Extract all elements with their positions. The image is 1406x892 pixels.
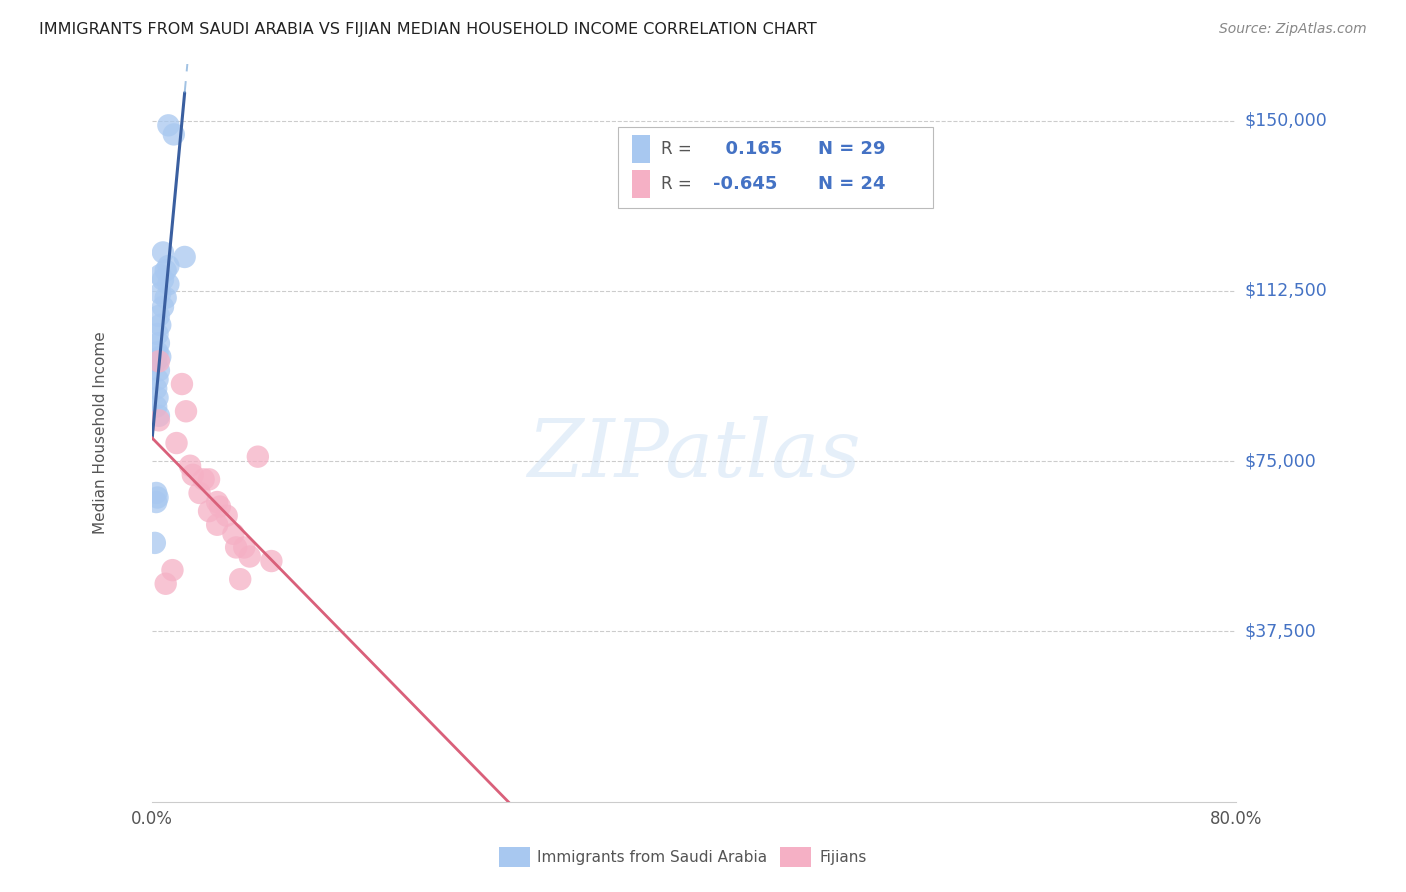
Point xyxy=(205,495,228,509)
Point xyxy=(155,291,177,305)
Text: ZIPatlas: ZIPatlas xyxy=(527,417,860,493)
Point xyxy=(145,486,167,500)
Text: Source: ZipAtlas.com: Source: ZipAtlas.com xyxy=(1219,22,1367,37)
Point xyxy=(152,273,174,287)
Point xyxy=(148,309,170,323)
FancyBboxPatch shape xyxy=(633,169,650,197)
Point xyxy=(208,500,231,514)
Point xyxy=(157,119,180,133)
Point xyxy=(148,354,170,368)
Point xyxy=(152,300,174,314)
Point xyxy=(188,486,211,500)
Text: R =: R = xyxy=(661,140,692,158)
Text: IMMIGRANTS FROM SAUDI ARABIA VS FIJIAN MEDIAN HOUSEHOLD INCOME CORRELATION CHART: IMMIGRANTS FROM SAUDI ARABIA VS FIJIAN M… xyxy=(39,22,817,37)
Point xyxy=(166,436,188,450)
Point xyxy=(148,413,170,427)
Point xyxy=(148,409,170,423)
Point xyxy=(149,318,172,332)
Point xyxy=(143,536,166,550)
Point xyxy=(222,526,245,541)
Point xyxy=(157,259,180,273)
Point xyxy=(146,345,169,359)
Point xyxy=(198,504,221,518)
Point xyxy=(155,576,177,591)
Point xyxy=(145,495,167,509)
Text: R =: R = xyxy=(661,175,692,193)
Point xyxy=(146,391,169,405)
Point xyxy=(146,327,169,342)
Point xyxy=(233,541,256,555)
Text: $75,000: $75,000 xyxy=(1244,452,1316,470)
Point xyxy=(181,467,204,482)
Point xyxy=(145,354,167,368)
Point xyxy=(198,472,221,486)
Point xyxy=(149,350,172,364)
Point xyxy=(173,250,195,264)
FancyBboxPatch shape xyxy=(633,135,650,163)
Point xyxy=(179,458,201,473)
Point xyxy=(146,372,169,386)
Point xyxy=(155,263,177,277)
Point xyxy=(145,400,167,414)
Point xyxy=(205,517,228,532)
Point xyxy=(148,336,170,351)
Point xyxy=(193,472,215,486)
Point xyxy=(162,563,184,577)
Point xyxy=(229,572,252,586)
Text: N = 29: N = 29 xyxy=(818,140,886,158)
Text: Immigrants from Saudi Arabia: Immigrants from Saudi Arabia xyxy=(537,850,768,864)
Text: $112,500: $112,500 xyxy=(1244,282,1327,300)
Point xyxy=(174,404,197,418)
Point xyxy=(146,491,169,505)
Point xyxy=(152,245,174,260)
Text: Fijians: Fijians xyxy=(820,850,868,864)
Text: 0.165: 0.165 xyxy=(713,140,782,158)
Text: $37,500: $37,500 xyxy=(1244,623,1316,640)
Text: Median Household Income: Median Household Income xyxy=(93,332,108,534)
Point xyxy=(148,363,170,377)
Point xyxy=(145,382,167,396)
Text: $150,000: $150,000 xyxy=(1244,112,1327,130)
Point xyxy=(215,508,238,523)
Point xyxy=(149,286,172,301)
Text: -0.645: -0.645 xyxy=(713,175,778,193)
Point xyxy=(246,450,269,464)
Point xyxy=(163,128,186,142)
Text: N = 24: N = 24 xyxy=(818,175,886,193)
FancyBboxPatch shape xyxy=(619,127,932,208)
Point xyxy=(170,377,193,392)
Point xyxy=(260,554,283,568)
Point xyxy=(225,541,247,555)
Point xyxy=(157,277,180,292)
Point xyxy=(239,549,262,564)
Point xyxy=(149,268,172,282)
